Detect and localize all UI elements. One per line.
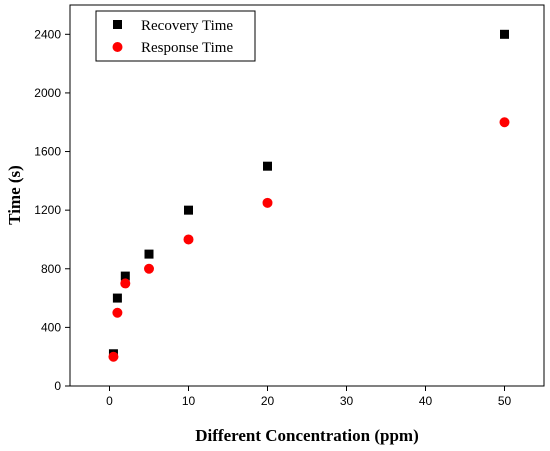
x-tick-label: 50 xyxy=(498,394,512,408)
recovery-time-point xyxy=(144,249,154,259)
x-tick-label: 0 xyxy=(106,394,113,408)
x-tick-label: 20 xyxy=(261,394,275,408)
recovery-time-point xyxy=(500,29,509,39)
recovery-time-point xyxy=(184,205,193,215)
y-tick-label: 800 xyxy=(41,262,61,276)
response-time-point xyxy=(112,307,123,318)
y-tick-label: 400 xyxy=(41,320,61,334)
response-time-point xyxy=(144,263,154,274)
y-axis-title: Time (s) xyxy=(5,165,24,225)
legend-box xyxy=(95,10,256,62)
data-points xyxy=(108,29,510,362)
y-tick-label: 2400 xyxy=(34,27,61,41)
legend: Recovery Time Response Time xyxy=(95,10,256,62)
legend-label-recovery-time: Recovery Time xyxy=(141,18,233,34)
response-time-point xyxy=(183,234,194,245)
y-tick-label: 2000 xyxy=(34,86,61,100)
response-time-point xyxy=(108,351,119,362)
recovery-time-point xyxy=(120,271,130,281)
recovery-time-point xyxy=(263,161,272,171)
y-tick-label: 0 xyxy=(54,379,61,393)
response-time-point xyxy=(499,117,510,128)
legend-label-response-time: Response Time xyxy=(141,40,233,56)
y-axis-ticks: 0 400 800 1200 1600 2000 2400 xyxy=(34,27,70,393)
y-tick-label: 1200 xyxy=(34,203,61,217)
plot-frame xyxy=(69,4,545,387)
x-axis-ticks: 0 10 20 30 40 50 xyxy=(106,386,511,408)
x-tick-label: 10 xyxy=(182,394,196,408)
legend-marker-response-time xyxy=(112,42,123,52)
x-tick-label: 30 xyxy=(340,394,354,408)
response-time-point xyxy=(262,197,273,208)
recovery-time-point xyxy=(112,293,122,303)
x-axis-title: Different Concentration (ppm) xyxy=(195,426,418,445)
response-time-point xyxy=(120,278,131,289)
y-tick-label: 1600 xyxy=(34,145,61,159)
x-tick-label: 40 xyxy=(419,394,433,408)
legend-marker-recovery-time xyxy=(113,20,122,29)
